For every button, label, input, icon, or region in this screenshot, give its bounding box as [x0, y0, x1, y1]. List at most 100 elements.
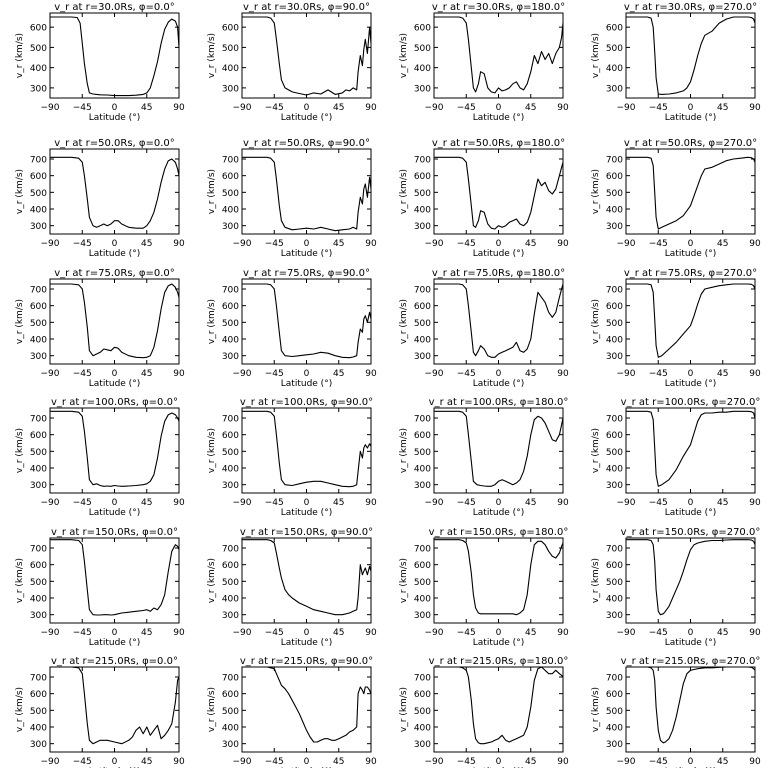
x-tick-label: 0 — [496, 757, 502, 767]
series-line — [242, 283, 372, 359]
x-tick-label: 45 — [717, 628, 728, 638]
panel-title: v_r at r=30.0Rs, φ=0.0° — [54, 2, 175, 13]
x-tick-label: 90 — [749, 628, 761, 638]
y-tick-label: 300 — [222, 222, 239, 232]
y-tick-label: 600 — [606, 431, 623, 441]
plot-frame — [241, 148, 372, 235]
x-tick-label: 0 — [688, 628, 694, 638]
y-tick-label: 400 — [30, 724, 47, 734]
panel-title: v_r at r=150.0Rs, φ=0.0° — [51, 527, 178, 538]
x-tick-label: 0 — [304, 103, 310, 113]
panel-title: v_r at r=75.0Rs, φ=180.0° — [432, 268, 565, 279]
series-line — [626, 283, 756, 358]
x-tick-label: −90 — [233, 757, 252, 767]
x-axis-label: Latitude (°) — [665, 638, 716, 648]
x-tick-label: −45 — [265, 628, 284, 638]
x-tick-label: −90 — [425, 498, 444, 508]
y-axis-label: v_r (km/s) — [591, 33, 601, 78]
y-tick-label: 300 — [414, 740, 431, 750]
y-tick-label: 700 — [30, 156, 47, 166]
series-line — [50, 666, 180, 745]
x-tick-label: −90 — [617, 628, 636, 638]
y-axis-label: v_r (km/s) — [15, 558, 25, 603]
x-tick-label: −45 — [457, 757, 476, 767]
y-tick-label: 600 — [30, 302, 47, 312]
y-axis-label: v_r (km/s) — [591, 169, 601, 214]
panel-title: v_r at r=100.0Rs, φ=0.0° — [51, 397, 178, 408]
y-tick-label: 400 — [414, 206, 431, 216]
x-tick-label: 0 — [688, 103, 694, 113]
x-tick-label: −90 — [617, 498, 636, 508]
y-axis-label: v_r (km/s) — [591, 428, 601, 473]
x-tick-label: −45 — [265, 369, 284, 379]
y-tick-label: 500 — [30, 448, 47, 458]
series-line — [242, 666, 372, 743]
x-tick-label: 45 — [525, 628, 536, 638]
x-axis-label: Latitude (°) — [281, 249, 332, 259]
x-axis-label: Latitude (°) — [281, 379, 332, 389]
series-line — [626, 410, 756, 487]
x-axis-label: Latitude (°) — [281, 508, 332, 518]
x-tick-label: 90 — [173, 498, 185, 508]
x-tick-label: 45 — [333, 369, 344, 379]
y-tick-label: 300 — [414, 84, 431, 94]
x-tick-label: 45 — [717, 757, 728, 767]
x-tick-label: 45 — [333, 239, 344, 249]
x-tick-label: −90 — [41, 628, 60, 638]
x-tick-label: 45 — [141, 628, 152, 638]
x-tick-label: −90 — [233, 369, 252, 379]
x-tick-label: −90 — [41, 498, 60, 508]
panel-title: v_r at r=150.0Rs, φ=180.0° — [429, 527, 569, 538]
series-line — [626, 539, 756, 616]
plot-frame — [433, 148, 564, 235]
y-tick-label: 400 — [222, 206, 239, 216]
x-tick-label: −45 — [649, 239, 668, 249]
plot-frame — [241, 278, 372, 365]
x-tick-label: −45 — [73, 757, 92, 767]
x-tick-label: 90 — [365, 239, 377, 249]
y-tick-label: 400 — [414, 724, 431, 734]
y-axis-label: v_r (km/s) — [399, 687, 409, 732]
y-tick-label: 500 — [30, 319, 47, 329]
x-tick-label: 90 — [557, 239, 569, 249]
y-axis-label: v_r (km/s) — [15, 33, 25, 78]
y-tick-label: 400 — [606, 724, 623, 734]
x-tick-label: 45 — [333, 498, 344, 508]
x-tick-label: 0 — [496, 103, 502, 113]
y-tick-label: 500 — [414, 189, 431, 199]
x-axis-label: Latitude (°) — [473, 379, 524, 389]
y-tick-label: 400 — [414, 465, 431, 475]
panel-title: v_r at r=50.0Rs, φ=180.0° — [432, 138, 565, 149]
y-tick-label: 500 — [414, 707, 431, 717]
y-tick-label: 700 — [414, 415, 431, 425]
x-tick-label: 45 — [141, 103, 152, 113]
y-tick-label: 600 — [606, 561, 623, 571]
y-tick-label: 400 — [606, 336, 623, 346]
x-axis-label: Latitude (°) — [89, 249, 140, 259]
y-tick-label: 700 — [222, 415, 239, 425]
y-tick-label: 600 — [222, 172, 239, 182]
plot-frame — [625, 148, 756, 235]
x-tick-label: −90 — [617, 369, 636, 379]
x-tick-label: −45 — [265, 757, 284, 767]
y-tick-label: 700 — [606, 545, 623, 555]
y-tick-label: 400 — [222, 724, 239, 734]
x-tick-label: 45 — [141, 369, 152, 379]
x-tick-label: 0 — [112, 103, 118, 113]
x-tick-label: −90 — [617, 239, 636, 249]
x-tick-label: −90 — [233, 103, 252, 113]
panel-title: v_r at r=215.0Rs, φ=0.0° — [51, 656, 178, 667]
x-axis-label: Latitude (°) — [665, 508, 716, 518]
y-tick-label: 300 — [414, 222, 431, 232]
y-tick-label: 300 — [606, 740, 623, 750]
panel-title: v_r at r=150.0Rs, φ=270.0° — [621, 527, 761, 538]
x-tick-label: 90 — [365, 757, 377, 767]
plot-frame — [49, 278, 180, 365]
x-axis-label: Latitude (°) — [89, 379, 140, 389]
y-tick-label: 600 — [606, 690, 623, 700]
y-tick-label: 500 — [606, 189, 623, 199]
y-tick-label: 400 — [222, 595, 239, 605]
series-line — [50, 16, 180, 97]
x-tick-label: 0 — [304, 239, 310, 249]
